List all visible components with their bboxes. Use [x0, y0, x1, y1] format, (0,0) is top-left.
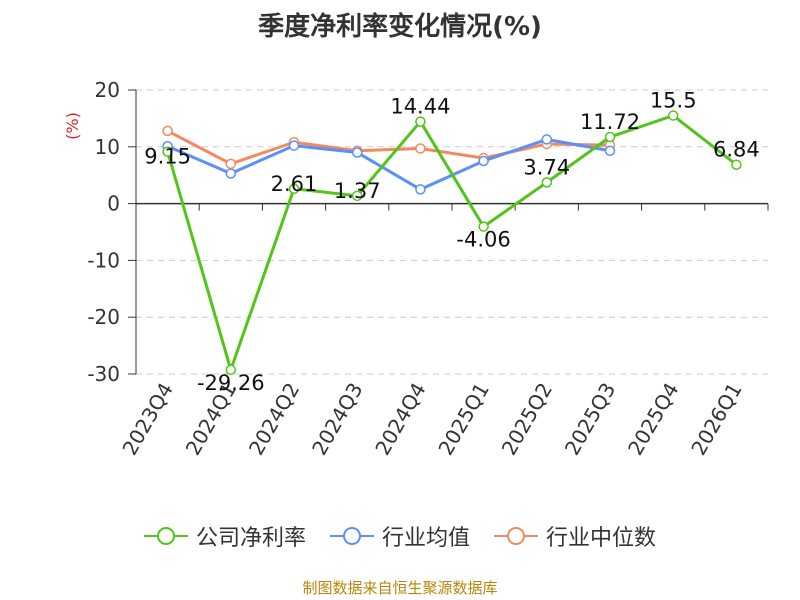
- x-tick-label: 2025Q2: [497, 379, 557, 460]
- data-point-company-net-margin: [731, 159, 742, 170]
- y-tick-label: 10: [95, 135, 120, 159]
- data-label: 6.84: [713, 138, 760, 162]
- series-line-company-net-margin: [166, 113, 738, 375]
- data-point-industry-average: [541, 134, 553, 145]
- legend-item-industry-median[interactable]: 行业中位数: [494, 520, 656, 552]
- data-label: 1.37: [334, 179, 381, 203]
- x-tick-label: 2023Q4: [117, 379, 177, 460]
- data-label: -4.06: [456, 228, 510, 252]
- legend-label-industry-avg: 行业均值: [381, 526, 470, 551]
- y-tick-label: 0: [107, 192, 120, 216]
- x-tick-label: 2024Q4: [370, 379, 430, 460]
- y-tick-label: -30: [87, 362, 120, 386]
- data-label: 11.72: [580, 110, 640, 134]
- series-line-industry-median: [166, 129, 611, 166]
- data-point-industry-average: [478, 155, 489, 167]
- data-label: 2.61: [271, 172, 318, 196]
- data-label: -29.26: [197, 371, 265, 395]
- data-point-company-net-margin: [541, 177, 553, 188]
- x-tick-label: 2026Q1: [686, 379, 746, 460]
- legend-item-industry-avg[interactable]: 行业均值: [329, 520, 470, 552]
- x-tick-label: 2025Q3: [560, 379, 620, 460]
- data-point-industry-median: [225, 158, 237, 170]
- data-point-industry-average: [225, 168, 237, 179]
- legend-swatch-industry-median: [494, 527, 538, 545]
- y-axis-label: (%): [63, 112, 82, 140]
- legend-item-company[interactable]: 公司净利率: [143, 520, 306, 552]
- chart-title: 季度净利率变化情况(%): [258, 12, 542, 42]
- legend-swatch-company: [143, 527, 188, 545]
- data-point-industry-average: [415, 184, 426, 195]
- data-point-company-net-margin: [415, 116, 426, 127]
- data-point-industry-average: [351, 147, 363, 158]
- x-tick-label: 2025Q4: [623, 379, 683, 460]
- data-label: 15.5: [650, 89, 697, 113]
- data-point-industry-median: [162, 125, 173, 137]
- legend-label-industry-median: 行业中位数: [546, 526, 657, 551]
- data-point-industry-average: [604, 145, 616, 157]
- y-tick-label: -10: [87, 248, 120, 272]
- data-point-company-net-margin: [478, 221, 489, 232]
- data-label: 9.15: [144, 145, 191, 169]
- x-tick-label: 2025Q1: [433, 378, 493, 459]
- y-tick-label: -20: [87, 305, 120, 329]
- data-point-company-net-margin: [225, 364, 237, 376]
- source-note: 制图数据来自恒生聚源数据库: [302, 579, 498, 597]
- x-tick-label: 2024Q3: [307, 379, 367, 460]
- legend: 公司净利率 行业均值 行业中位数: [0, 520, 800, 552]
- data-point-company-net-margin: [667, 110, 679, 121]
- data-point-company-net-margin: [162, 146, 173, 157]
- data-point-industry-average: [288, 140, 300, 151]
- y-tick-label: 20: [95, 78, 120, 102]
- data-label: 14.44: [390, 95, 450, 119]
- data-point-company-net-margin: [604, 131, 616, 143]
- legend-swatch-industry-avg: [329, 527, 374, 545]
- series-line-industry-average: [167, 137, 611, 192]
- data-point-industry-median: [415, 143, 426, 154]
- data-point-company-net-margin: [288, 183, 300, 195]
- data-point-company-net-margin: [351, 190, 363, 202]
- legend-label-company: 公司净利率: [195, 526, 306, 551]
- data-label: 3.74: [523, 155, 570, 179]
